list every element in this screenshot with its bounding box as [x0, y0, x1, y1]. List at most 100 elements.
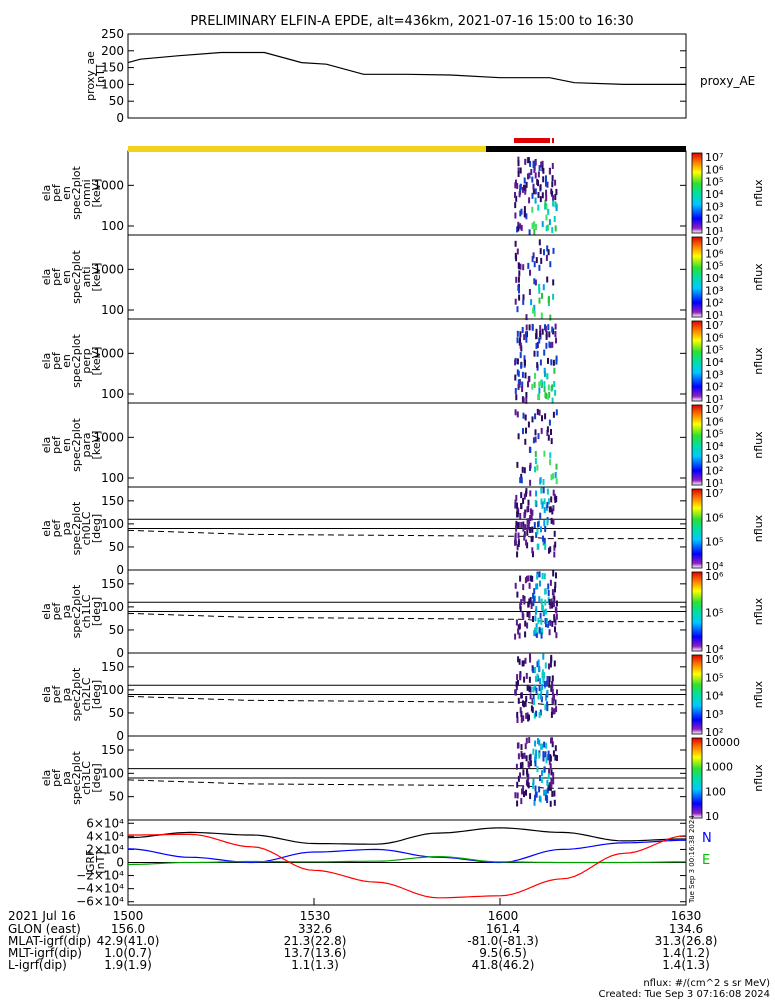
heatmap-cell: [545, 342, 548, 349]
heatmap-cell: [520, 224, 523, 231]
x-tick-label: 1630: [671, 909, 702, 923]
heatmap-cell: [528, 172, 531, 179]
series-label: proxy_AE: [700, 74, 755, 88]
heatmap-cell: [533, 261, 536, 268]
heatmap-cell: [539, 580, 541, 587]
heatmap-cell: [526, 611, 529, 618]
y-tick-label: 100: [101, 600, 124, 614]
x-tick-label: 1600: [488, 909, 519, 923]
heatmap-cell: [521, 386, 524, 392]
heatmap-cell: [544, 751, 547, 758]
heatmap-cell: [535, 490, 538, 497]
heatmap-cell: [520, 492, 523, 499]
heatmap-cell: [529, 793, 532, 800]
heatmap-cell: [555, 706, 558, 713]
heatmap-cell: [546, 618, 549, 624]
heatmap-cell: [533, 304, 536, 311]
heatmap-cell: [551, 181, 554, 188]
heatmap-cell: [543, 681, 546, 687]
heatmap-cell: [540, 487, 543, 494]
heatmap-cell: [516, 226, 519, 233]
heatmap-cell: [514, 689, 517, 696]
heatmap-cell: [551, 682, 554, 689]
heatmap-cell: [526, 157, 529, 164]
heatmap-cell: [554, 194, 557, 201]
heatmap-cell: [538, 387, 541, 394]
heatmap-cells: [514, 487, 558, 558]
colorbar-label: nflux: [752, 680, 765, 708]
heatmap-cell: [514, 359, 517, 366]
heatmap-cell: [531, 509, 534, 516]
heatmap-cell: [532, 551, 534, 558]
heatmap-cell: [543, 507, 546, 514]
loss-cone-line: [127, 529, 686, 540]
heatmap-cell: [536, 362, 539, 369]
heatmap-cell: [545, 203, 548, 210]
heatmap-cell: [518, 294, 521, 301]
y-axis-label-line: ela: [40, 686, 53, 703]
heatmap-cell: [538, 739, 541, 746]
y-axis-label-line: pef: [50, 183, 63, 202]
heatmap-cell: [555, 409, 558, 416]
heatmap-cell: [524, 359, 526, 366]
heatmap-cell: [541, 415, 543, 422]
heatmap-cell: [553, 544, 556, 551]
colorbar-tick-label: 10⁵: [705, 176, 723, 189]
y-axis-label-line: ela: [40, 770, 53, 787]
y-tick-label: 50: [109, 790, 124, 804]
heatmap-cell: [547, 357, 549, 364]
heatmap-cell: [532, 183, 535, 190]
heatmap-cell: [520, 716, 523, 723]
heatmap-cell: [539, 248, 542, 255]
heatmap-cell: [532, 222, 535, 229]
heatmap-cell: [534, 172, 537, 179]
panel-ela_pef_en_spec2plot_anti: 1001000elapefenspec2plotanti[keV]10¹10²1…: [40, 234, 765, 322]
colorbar-label: nflux: [752, 431, 765, 459]
heatmap-cell: [514, 633, 517, 640]
y-axis-label-line: ch3LC: [80, 761, 93, 795]
heatmap-cell: [532, 748, 535, 755]
heatmap-cell: [556, 755, 558, 761]
heatmap-cell: [516, 717, 519, 723]
heatmap-cell: [528, 754, 531, 761]
heatmap-cell: [552, 518, 555, 525]
heatmap-cell: [522, 595, 525, 601]
heatmap-cell: [525, 712, 528, 719]
heatmap-cell: [518, 270, 521, 277]
heatmap-cell: [550, 685, 553, 692]
colorbar-label: nflux: [752, 597, 765, 625]
heatmap-cell: [545, 694, 548, 701]
colorbar-tick-label: 10⁶: [705, 247, 724, 260]
y-tick-label: 50: [109, 540, 124, 554]
colorbar-tick-label: 10⁶: [705, 415, 724, 428]
heatmap-cell: [522, 264, 525, 271]
heatmap-cell: [523, 355, 526, 362]
heatmap-cell: [518, 658, 521, 665]
heatmap-cell: [533, 278, 536, 285]
y-axis-label-line: [deg]: [90, 763, 103, 792]
heatmap-cell: [549, 459, 552, 466]
heatmap-cell: [520, 208, 523, 215]
heatmap-cell: [538, 239, 541, 246]
heatmap-cell: [548, 331, 551, 338]
heatmap-cell: [543, 766, 546, 773]
colorbar-tick-label: 10¹: [705, 477, 723, 490]
colorbar-tick-label: 10000: [705, 736, 740, 749]
heatmap-cell: [540, 632, 543, 639]
heatmap-cell: [539, 184, 542, 191]
heatmap-cell: [531, 176, 534, 183]
heatmap-cell: [515, 394, 518, 401]
heatmap-cell: [543, 249, 545, 256]
y-axis-label-line: [keV]: [90, 263, 103, 292]
x-tick-label: 1530: [300, 909, 331, 923]
heatmap-cell: [517, 532, 520, 539]
heatmap-cell: [531, 223, 534, 229]
row-value: 134.6: [669, 922, 703, 936]
heatmap-cell: [519, 513, 522, 519]
heatmap-cell: [515, 195, 518, 202]
heatmap-cell: [528, 598, 531, 605]
heatmap-cell: [547, 393, 550, 400]
colorbar-label: nflux: [752, 514, 765, 542]
heatmap-cell: [539, 359, 542, 366]
